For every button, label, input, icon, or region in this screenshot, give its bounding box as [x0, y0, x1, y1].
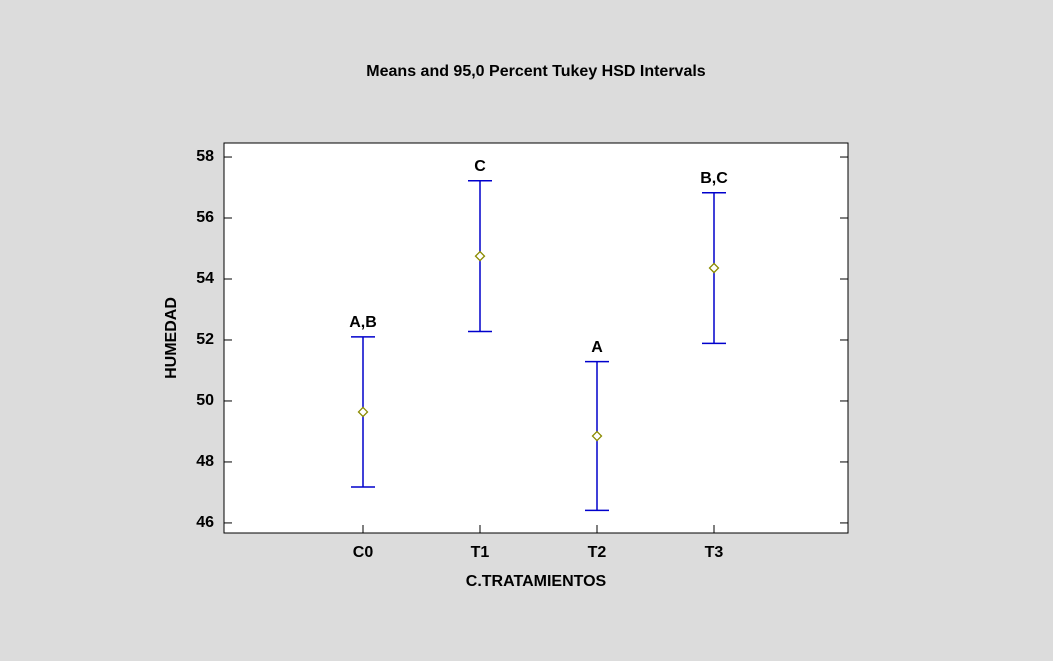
y-tick-label: 56: [196, 209, 214, 226]
x-tick-label: T1: [471, 544, 490, 561]
x-tick-label: T3: [705, 544, 724, 561]
x-axis-label: C.TRATAMIENTOS: [466, 573, 607, 590]
y-tick-label: 46: [196, 514, 214, 531]
y-tick-label: 58: [196, 148, 214, 165]
group-label: A: [591, 339, 603, 356]
y-tick-label: 52: [196, 331, 214, 348]
y-tick-label: 48: [196, 453, 214, 470]
x-tick-label: T2: [588, 544, 607, 561]
y-tick-label: 50: [196, 392, 214, 409]
mean-marker: [591, 430, 603, 442]
x-tick-label: C0: [353, 544, 374, 561]
y-axis-label: HUMEDAD: [163, 297, 180, 379]
group-label: B,C: [700, 170, 728, 187]
mean-marker: [708, 262, 720, 274]
y-tick-label: 54: [196, 270, 214, 287]
group-label: A,B: [349, 314, 377, 331]
chart-title: Means and 95,0 Percent Tukey HSD Interva…: [366, 63, 706, 80]
mean-marker: [357, 406, 369, 418]
mean-marker: [474, 250, 486, 262]
plot-area: [223, 142, 849, 534]
group-label: C: [474, 158, 486, 175]
